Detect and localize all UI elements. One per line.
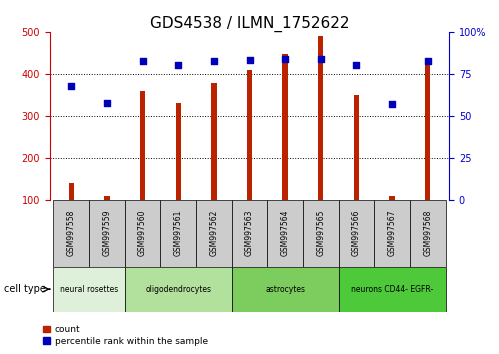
Bar — [232, 200, 267, 267]
Bar — [176, 103, 181, 200]
Bar — [247, 70, 252, 200]
Text: GSM997560: GSM997560 — [138, 210, 147, 256]
Bar — [339, 200, 374, 267]
Bar — [267, 200, 303, 267]
Bar — [282, 54, 288, 200]
Point — [388, 101, 396, 107]
Point — [352, 62, 360, 67]
Point — [139, 58, 147, 64]
Bar — [140, 91, 145, 200]
Text: GSM997562: GSM997562 — [210, 210, 219, 256]
Text: GSM997566: GSM997566 — [352, 210, 361, 256]
Bar — [160, 200, 196, 267]
Text: GSM997558: GSM997558 — [67, 210, 76, 256]
Bar — [125, 200, 160, 267]
Text: GSM997561: GSM997561 — [174, 210, 183, 256]
Point — [210, 58, 218, 64]
Text: GSM997563: GSM997563 — [245, 210, 254, 256]
Title: GDS4538 / ILMN_1752622: GDS4538 / ILMN_1752622 — [150, 16, 349, 32]
Bar — [389, 196, 395, 200]
Bar — [104, 196, 110, 200]
Bar — [354, 95, 359, 200]
Bar — [125, 267, 232, 312]
Point — [317, 56, 325, 62]
Bar — [211, 83, 217, 200]
Text: GSM997564: GSM997564 — [280, 210, 289, 256]
Bar — [196, 200, 232, 267]
Point — [174, 62, 182, 67]
Text: cell type: cell type — [4, 284, 46, 294]
Bar — [374, 200, 410, 267]
Bar — [425, 62, 430, 200]
Text: neurons CD44- EGFR-: neurons CD44- EGFR- — [351, 285, 433, 294]
Bar — [53, 267, 125, 312]
Bar — [410, 200, 446, 267]
Text: GSM997568: GSM997568 — [423, 210, 432, 256]
Bar — [318, 36, 323, 200]
Bar — [303, 200, 339, 267]
Point — [246, 58, 253, 63]
Text: GSM997567: GSM997567 — [388, 210, 397, 256]
Text: GSM997565: GSM997565 — [316, 210, 325, 256]
Bar — [339, 267, 446, 312]
Point — [424, 58, 432, 64]
Text: GSM997559: GSM997559 — [102, 210, 111, 256]
Text: neural rosettes: neural rosettes — [60, 285, 118, 294]
Point — [103, 100, 111, 106]
Point — [67, 84, 75, 89]
Point — [281, 56, 289, 62]
Bar — [89, 200, 125, 267]
Bar — [69, 183, 74, 200]
Legend: count, percentile rank within the sample: count, percentile rank within the sample — [39, 321, 212, 349]
Text: astrocytes: astrocytes — [265, 285, 305, 294]
Bar — [53, 200, 89, 267]
Text: oligodendrocytes: oligodendrocytes — [145, 285, 211, 294]
Bar — [232, 267, 339, 312]
